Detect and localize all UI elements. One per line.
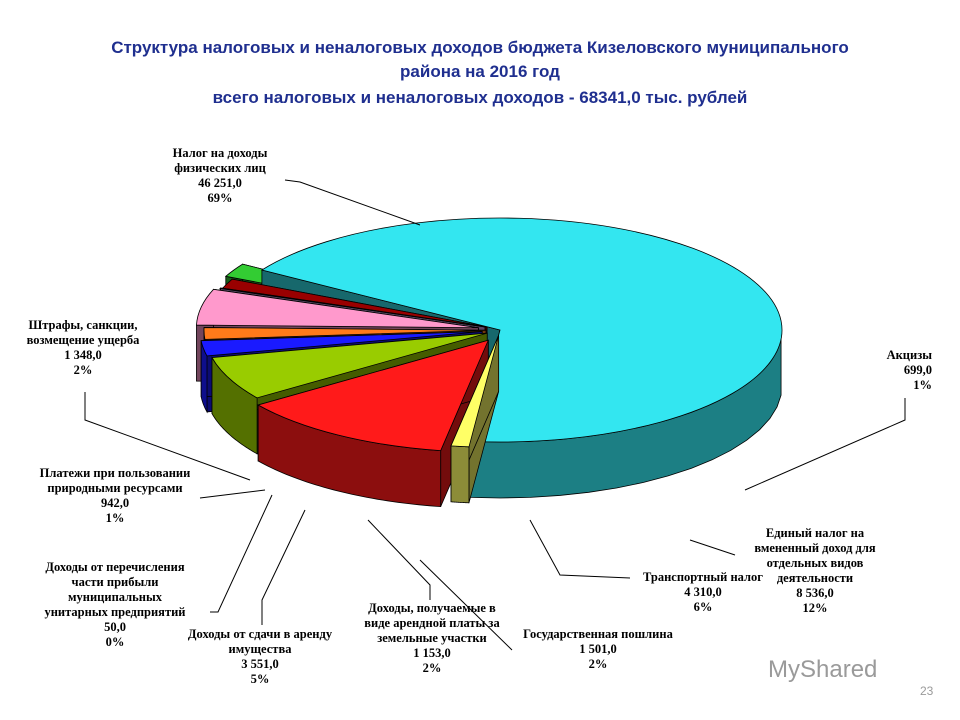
slice-value-label: 3 551,0 (241, 657, 279, 671)
slice-label-fines: Штрафы, санкции, возмещение ущерба 1 348… (8, 318, 158, 378)
page-number: 23 (920, 684, 934, 698)
slice-percent-label: 1% (913, 378, 932, 392)
slice-percent-label: 2% (73, 363, 93, 377)
slice-value-label: 1 348,0 (64, 348, 102, 362)
slice-name-line: природными ресурсами (47, 481, 183, 495)
chart-title-line-2: района на 2016 год (400, 62, 560, 81)
slice-name-line: виде арендной платы за (364, 616, 500, 630)
pie-slice-top (196, 288, 479, 329)
slice-percent-label: 2% (422, 661, 442, 675)
slice-value-label: 699,0 (903, 363, 932, 377)
slice-value-label: 46 251,0 (198, 176, 242, 190)
slice-name-line: Платежи при пользовании (39, 466, 191, 480)
slice-name-line: Доходы, получаемые в (368, 601, 496, 615)
slice-name-line: Налог на доходы (172, 146, 268, 160)
leader-line (199, 489, 266, 499)
pie-slice-top (450, 335, 500, 448)
slice-value-label: 1 153,0 (413, 646, 451, 660)
pie-slice-top (219, 287, 486, 328)
slice-value-label: 8 536,0 (796, 586, 834, 600)
slice-label-envd: Единый налог на вмененный доход для отде… (730, 526, 900, 616)
slice-name-line: части прибыли (71, 575, 159, 589)
pie-slices (196, 217, 783, 508)
slice-name-line: Доходы от сдачи в аренду (187, 627, 333, 641)
leader-line (84, 392, 251, 481)
slice-name-line: Штрафы, санкции, (28, 318, 138, 332)
pie-slice-top (200, 331, 483, 357)
pie-slice-top (203, 327, 487, 340)
slice-percent-label: 1% (105, 511, 125, 525)
slice-percent-label: 5% (250, 672, 270, 686)
slice-label-natural-resources: Платежи при пользовании природными ресур… (22, 466, 208, 526)
pie-slice-top (211, 332, 488, 399)
slice-value-label: 50,0 (104, 620, 126, 634)
slice-name-line: Транспортный налог (643, 570, 763, 584)
slice-name-line: возмещение ущерба (26, 333, 140, 347)
slice-label-excise: Акцизы 699,0 1% (830, 348, 932, 393)
leader-line (210, 494, 273, 613)
slice-name-line: физических лиц (174, 161, 266, 175)
slice-name-line: муниципальных (68, 590, 162, 604)
slice-label-duty: Государственная пошлина 1 501,0 2% (508, 627, 688, 672)
slice-label-profit-transfer: Доходы от перечисления части прибыли мун… (22, 560, 208, 650)
leader-line (744, 398, 906, 491)
slice-percent-label: 12% (802, 601, 828, 615)
pie-slice (450, 335, 500, 504)
leader-line (284, 179, 421, 226)
leader-line (261, 509, 306, 625)
slice-name-line: деятельности (776, 571, 854, 585)
leader-line (689, 539, 736, 556)
slice-name-line: Государственная пошлина (523, 627, 673, 641)
pie-slice (257, 339, 489, 508)
slice-label-ndfl: Налог на доходы физических лиц 46 251,0 … (150, 146, 290, 206)
slice-percent-label: 6% (693, 600, 713, 614)
slice-name-line: имущества (228, 642, 292, 656)
slice-name-line: земельные участки (377, 631, 487, 645)
slice-name-line: Акцизы (886, 348, 932, 362)
leader-line (529, 519, 631, 579)
slice-value-label: 1 501,0 (579, 642, 617, 656)
slice-name-line: вмененный доход для (754, 541, 876, 555)
slice-percent-label: 69% (207, 191, 233, 205)
pie-slice-side (450, 445, 470, 504)
slice-name-line: отдельных видов (766, 556, 864, 570)
watermark-logo: MyShared (768, 656, 878, 683)
slice-percent-label: 2% (588, 657, 608, 671)
chart-subtitle: всего налоговых и неналоговых доходов - … (212, 88, 748, 107)
slice-label-property-rent: Доходы от сдачи в аренду имущества 3 551… (170, 627, 350, 687)
pie-slice-top (260, 217, 783, 443)
slice-value-label: 4 310,0 (684, 585, 722, 599)
slice-percent-label: 0% (105, 635, 125, 649)
slice-name-line: Доходы от перечисления (45, 560, 185, 574)
slice-name-line: Единый налог на (765, 526, 865, 540)
leader-line (367, 519, 431, 600)
pie-slice-top (257, 339, 489, 452)
slice-label-transport: Транспортный налог 4 310,0 6% (628, 570, 778, 615)
chart-title-line-1: Структура налоговых и неналоговых доходо… (111, 38, 849, 57)
slice-name-line: унитарных предприятий (44, 605, 186, 619)
slice-value-label: 942,0 (100, 496, 130, 510)
leader-line (419, 559, 513, 651)
slice-label-land-rent: Доходы, получаемые в виде арендной платы… (344, 601, 520, 676)
